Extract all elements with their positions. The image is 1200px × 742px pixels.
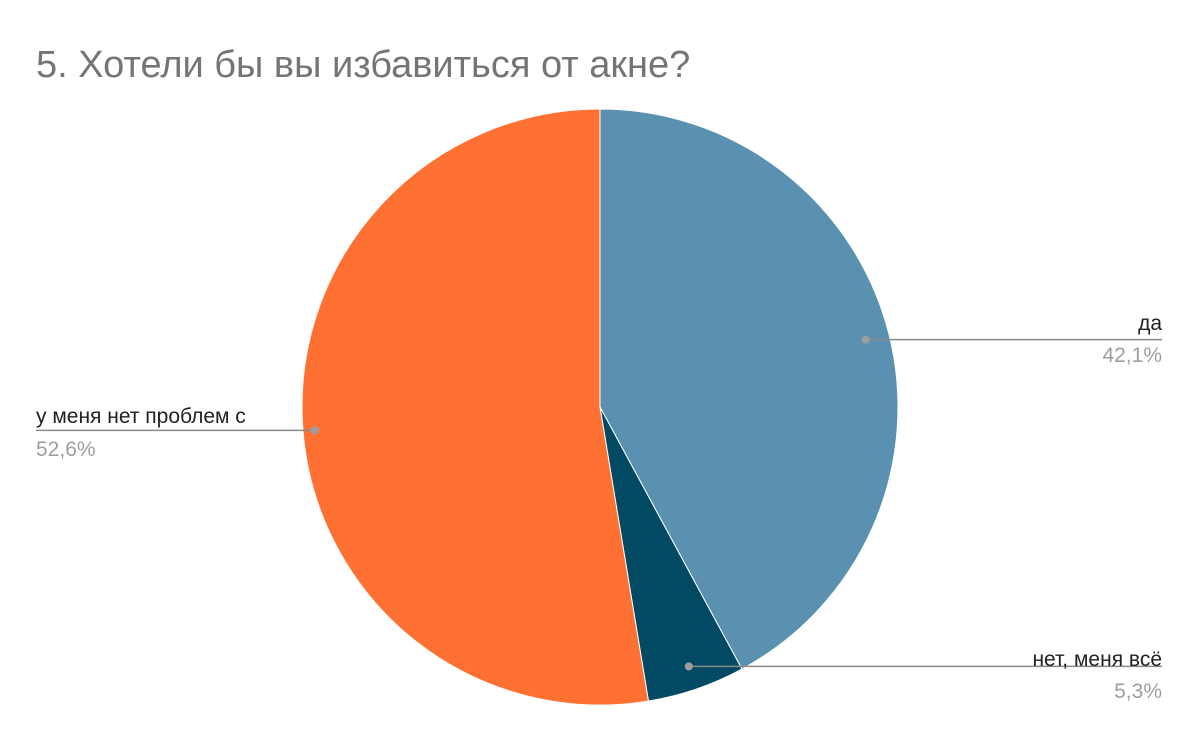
slice-label: у меня нет проблем с <box>36 405 246 428</box>
pie-slices <box>301 108 899 706</box>
pie-callouts: да 42,1% нет, меня всё 5,3% у меня нет пробл… <box>36 312 1162 703</box>
callout-dot <box>310 426 319 435</box>
slice-value-label: 5,3% <box>1114 680 1162 703</box>
callout-dot <box>861 335 870 344</box>
slice-value-label: 42,1% <box>1102 344 1162 367</box>
slice-label: нет, меня всё <box>1032 648 1162 671</box>
pie-slice <box>301 108 650 706</box>
slice-label: да <box>1138 312 1162 335</box>
slice-value-label: 52,6% <box>36 438 96 461</box>
callout-dot <box>684 662 693 671</box>
chart-title: 5. Хотели бы вы избавиться от акне? <box>36 44 690 86</box>
pie-slice <box>599 108 899 670</box>
